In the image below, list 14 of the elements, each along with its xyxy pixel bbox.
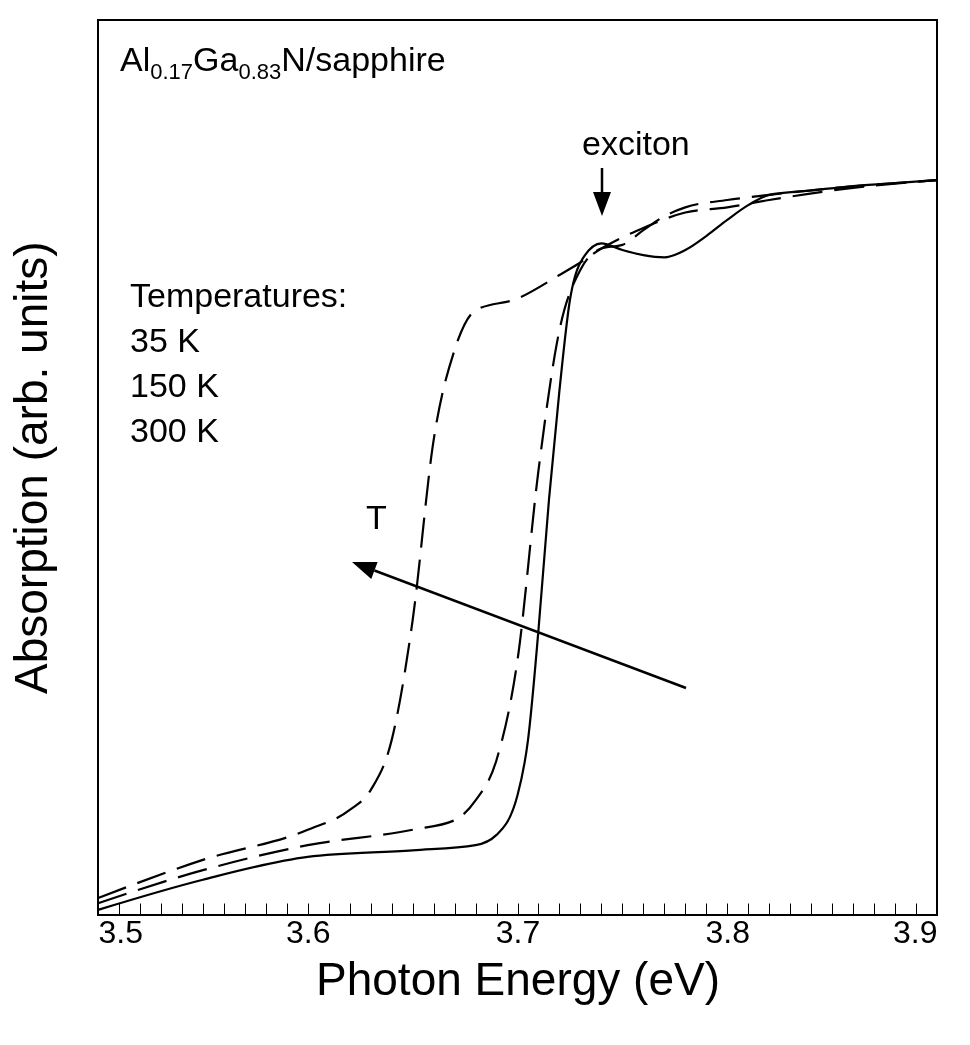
x-tick-label: 3.6	[286, 913, 331, 950]
x-axis-title: Photon Energy (eV)	[315, 952, 721, 1005]
annotation: 150 K	[130, 366, 219, 404]
y-axis-title: Absorption (arb. units)	[5, 241, 57, 694]
chart-title: Al$_{0.17}$Ga$_{0.83}$N/sapphire	[120, 40, 446, 84]
text: exciton	[582, 124, 690, 162]
annotation: T	[366, 498, 387, 536]
annotation: Temperatures:	[130, 276, 348, 314]
x-tick-label: 3.8	[705, 913, 750, 950]
x-tick-label: 3.7	[495, 913, 541, 950]
x-tick-label: 3.9	[893, 913, 938, 950]
annotation: 300 K	[130, 411, 219, 449]
annotation: 35 K	[130, 321, 200, 359]
x-tick-label: 3.5	[98, 913, 143, 950]
